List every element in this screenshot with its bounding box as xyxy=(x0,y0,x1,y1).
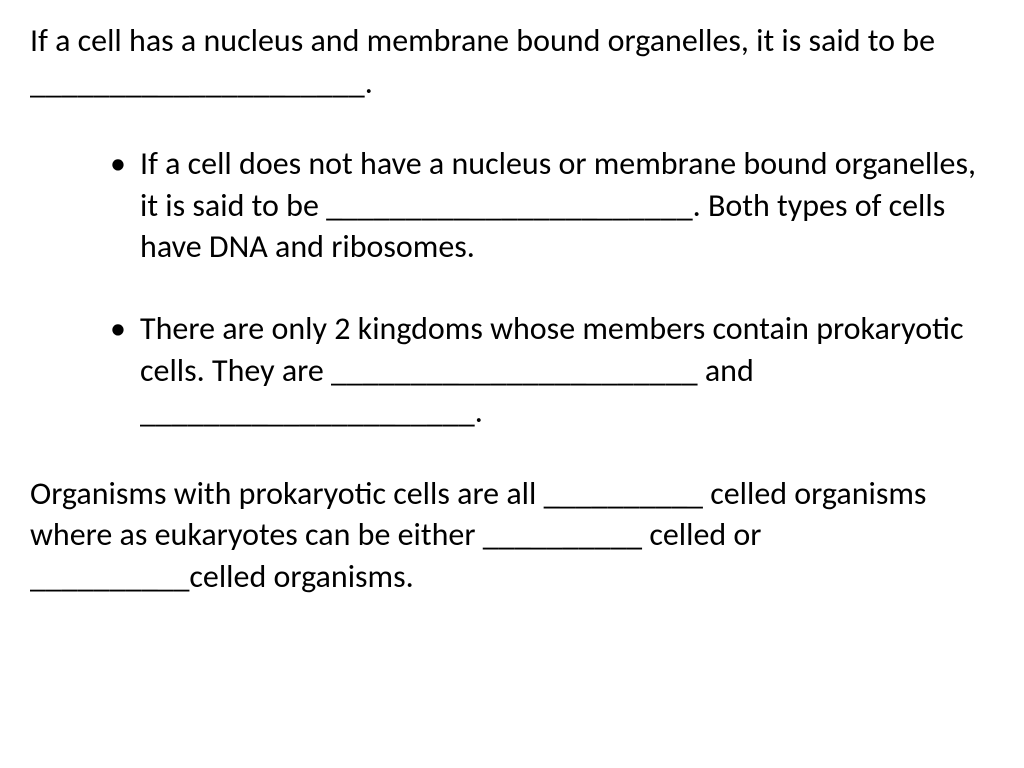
closing-paragraph: Organisms with prokaryotic cells are all… xyxy=(30,473,994,598)
bullet-list: If a cell does not have a nucleus or mem… xyxy=(30,143,994,433)
intro-paragraph: If a cell has a nucleus and membrane bou… xyxy=(30,20,994,103)
bullet-item: If a cell does not have a nucleus or mem… xyxy=(110,143,994,268)
bullet-item: There are only 2 kingdoms whose members … xyxy=(110,308,994,433)
